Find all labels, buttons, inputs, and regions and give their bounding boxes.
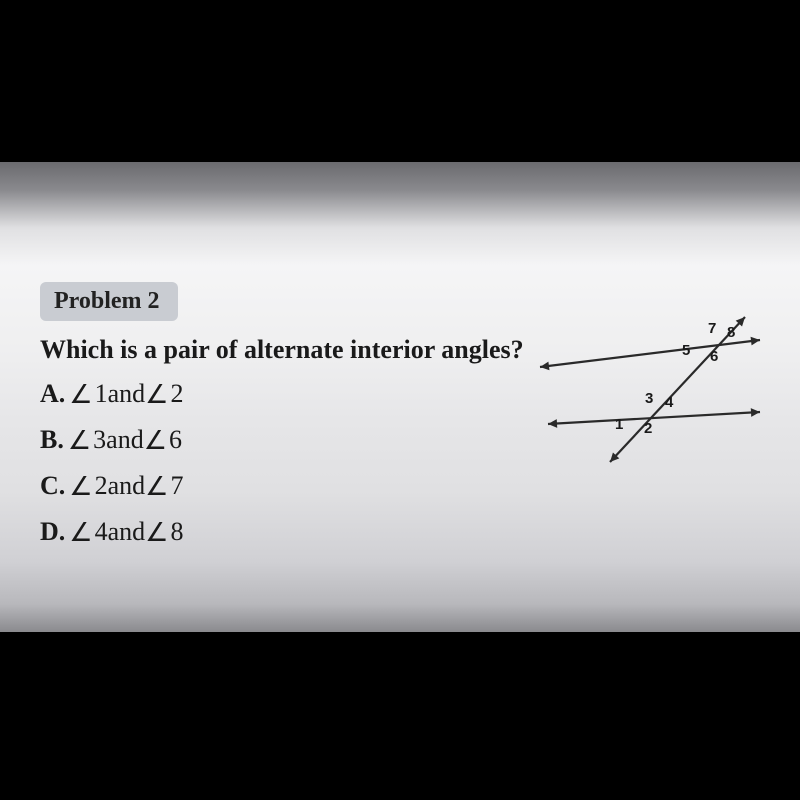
option-letter: D.	[40, 517, 65, 547]
angle-ref: ∠3	[68, 425, 106, 455]
angle-label-5: 5	[682, 342, 690, 359]
angle-icon: ∠	[145, 380, 168, 410]
option-d: D. ∠4 and ∠8	[40, 517, 760, 547]
angle-ref: ∠8	[145, 517, 183, 547]
angle-icon: ∠	[69, 380, 92, 410]
angle-icon: ∠	[69, 518, 92, 548]
angle-label-3: 3	[645, 390, 653, 407]
angle-label-1: 1	[615, 416, 623, 433]
angle-label-6: 6	[710, 348, 718, 365]
angle-num: 1	[95, 379, 108, 409]
conj: and	[106, 425, 144, 455]
angle-num: 2	[95, 471, 108, 501]
angle-icon: ∠	[145, 518, 168, 548]
angle-ref: ∠7	[145, 471, 183, 501]
angle-label-8: 8	[727, 324, 735, 341]
problem-badge: Problem 2	[40, 282, 178, 321]
option-letter: A.	[40, 379, 65, 409]
angle-ref: ∠6	[144, 425, 182, 455]
angle-label-7: 7	[708, 320, 716, 337]
angle-num: 3	[93, 425, 106, 455]
option-letter: B.	[40, 425, 64, 455]
angle-num: 7	[170, 471, 183, 501]
angle-num: 8	[170, 517, 183, 547]
angle-ref: ∠2	[145, 379, 183, 409]
angle-num: 6	[169, 425, 182, 455]
angle-label-4: 4	[665, 394, 673, 411]
angle-ref: ∠4	[69, 517, 107, 547]
conj: and	[108, 379, 146, 409]
transversal-diagram: 7 8 5 6 3 4 1 2	[530, 312, 770, 482]
angle-num: 2	[170, 379, 183, 409]
page-scan: Problem 2 Which is a pair of alternate i…	[0, 162, 800, 632]
angle-label-2: 2	[644, 420, 652, 437]
angle-icon: ∠	[68, 426, 91, 456]
angle-ref: ∠2	[69, 471, 107, 501]
option-letter: C.	[40, 471, 65, 501]
conj: and	[108, 517, 146, 547]
angle-icon: ∠	[69, 472, 92, 502]
conj: and	[108, 471, 146, 501]
angle-num: 4	[95, 517, 108, 547]
angle-icon: ∠	[145, 472, 168, 502]
angle-icon: ∠	[144, 426, 167, 456]
angle-ref: ∠1	[69, 379, 107, 409]
